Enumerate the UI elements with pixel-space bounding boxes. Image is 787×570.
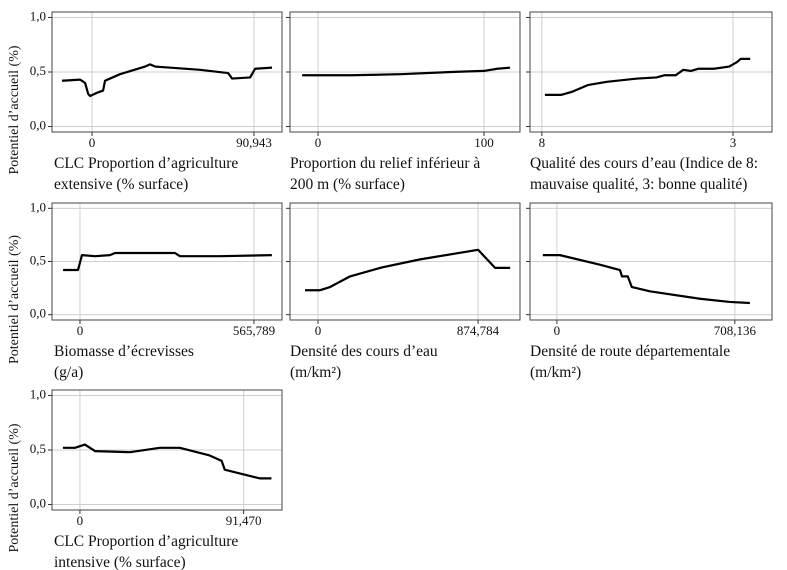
x-axis-label: mauvaise qualité, 3: bonne qualité): [530, 176, 747, 193]
y-axis-label: Potentiel d’accueil (%): [7, 45, 22, 174]
x-tick-label: 0: [77, 323, 84, 338]
x-tick-label: 874,784: [457, 323, 500, 338]
data-line: [305, 248, 511, 292]
panel: 0 874,784 Densité des cours d’eau (m/km²): [286, 202, 521, 381]
plot-frame: [51, 11, 283, 133]
data-line: [63, 251, 272, 272]
x-tick-label: 0: [554, 323, 561, 338]
x-axis-label: extensive (% surface): [54, 176, 188, 193]
x-axis-label: CLC Proportion d’agriculture: [54, 533, 238, 550]
data-line: [542, 254, 750, 305]
y-tick-label: 0,5: [30, 441, 46, 456]
x-tick-label: 0: [315, 323, 322, 338]
x-axis-label: Densité des cours d’eau: [290, 343, 438, 360]
plot-frame: [51, 389, 283, 511]
y-tick-label: 0,5: [30, 252, 46, 267]
panel: 0 100 Proportion du relief inférieur à 200 …: [286, 11, 521, 193]
panel: 0 565,789 0,0 0,5 1,0 Potentiel d’accueil (%)…: [7, 199, 283, 381]
x-tick-label: 0: [89, 135, 96, 150]
plot-frame: [529, 202, 773, 321]
panel: 8 3 Qualité des cours d’eau (Indice de 8: m…: [526, 11, 773, 193]
data-line: [302, 66, 511, 77]
x-tick-label: 91,470: [226, 513, 262, 528]
x-axis-label: (g/a): [54, 364, 83, 381]
x-tick-label: 100: [474, 135, 494, 150]
x-tick-label: 3: [730, 135, 737, 150]
y-tick-label: 1,0: [30, 8, 46, 23]
y-axis-label: Potentiel d’accueil (%): [7, 423, 22, 552]
plot-frame: [289, 202, 521, 321]
y-tick-label: 0,0: [30, 306, 46, 321]
panel: 0 90,943 0,0 0,5 1,0 Potentiel d’accueil (%) C…: [7, 8, 283, 193]
y-tick-label: 0,0: [30, 496, 46, 511]
x-tick-label: 0: [77, 513, 84, 528]
data-line: [544, 57, 751, 97]
y-tick-label: 1,0: [30, 386, 46, 401]
x-tick-label: 90,943: [236, 135, 272, 150]
y-tick-label: 1,0: [30, 199, 46, 214]
x-axis-label: Proportion du relief inférieur à: [290, 155, 480, 172]
y-axis-label: Potentiel d’accueil (%): [7, 235, 22, 364]
data-line: [61, 63, 273, 98]
plot-frame: [529, 11, 773, 133]
x-tick-label: 565,789: [233, 323, 275, 338]
x-axis-label: 200 m (% surface): [290, 176, 405, 193]
plot-frame: [289, 11, 521, 133]
plot-frame: [51, 202, 283, 321]
x-axis-label: CLC Proportion d’agriculture: [54, 155, 238, 172]
x-axis-label: Qualité des cours d’eau (Indice de 8:: [530, 155, 758, 172]
data-line: [62, 443, 272, 480]
x-tick-label: 708,136: [714, 323, 757, 338]
x-tick-label: 8: [539, 135, 546, 150]
x-axis-label: intensive (% surface): [54, 554, 186, 570]
x-axis-label: Biomasse d’écrevisses: [54, 343, 194, 360]
x-axis-label: Densité de route départementale: [530, 343, 730, 360]
x-axis-label: (m/km²): [530, 364, 581, 381]
y-tick-label: 0,5: [30, 63, 46, 78]
x-axis-label: (m/km²): [290, 364, 341, 381]
panel: 0 708,136 Densité de route départementale (…: [526, 202, 773, 381]
panel: 0 91,470 0,0 0,5 1,0 Potentiel d’accueil (%) C…: [7, 386, 283, 570]
y-tick-label: 0,0: [30, 118, 46, 133]
x-tick-label: 0: [315, 135, 322, 150]
